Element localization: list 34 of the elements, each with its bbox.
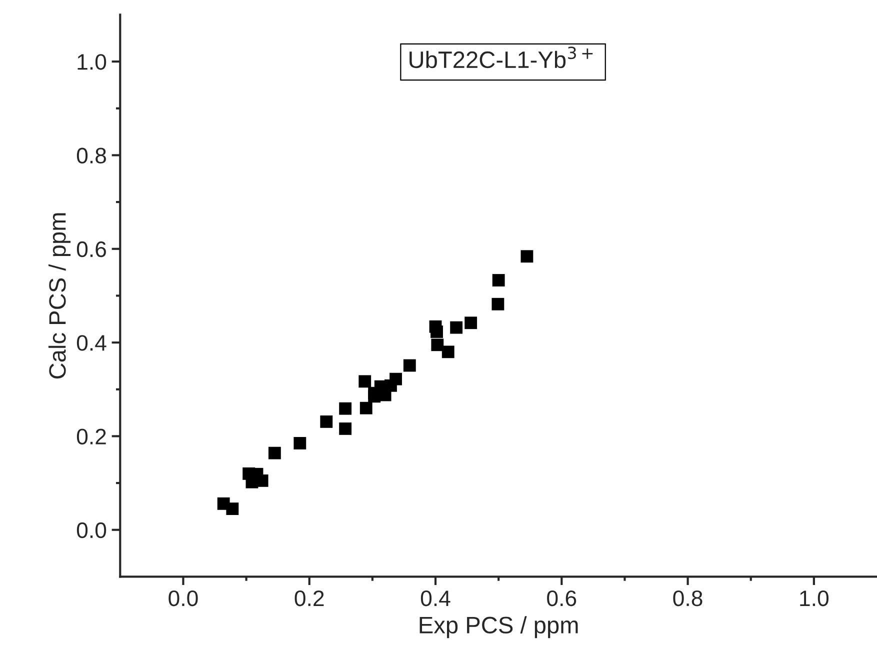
point (358, 375, 372, 388)
point (492, 274, 505, 286)
x-tick-label: 0.4 (420, 590, 450, 606)
x-axis-title: Exp PCS / ppm (420, 616, 578, 638)
y-tick-label: 0.2 (76, 428, 106, 444)
x-tick-label: 0.0 (168, 590, 198, 606)
x-tick-label: 1.0 (800, 590, 829, 606)
point (520, 250, 534, 263)
x-tick-label: 0.6 (547, 590, 576, 606)
point (268, 446, 281, 460)
point (464, 316, 478, 330)
point (360, 402, 372, 414)
point (442, 346, 454, 358)
point (403, 359, 416, 372)
point (320, 415, 333, 428)
x-tick-label: 0.8 (673, 590, 702, 606)
point (450, 321, 463, 334)
point (368, 390, 381, 403)
point (226, 502, 239, 515)
x-tick-label: 0.2 (294, 590, 324, 606)
point (339, 422, 352, 435)
point (339, 402, 352, 415)
point (294, 437, 306, 450)
y-tick-label: 0.8 (76, 148, 106, 164)
y-tick-label: 1.0 (78, 54, 106, 70)
annotation: UbT22C-L1-Yb$^{3+}$ (410, 46, 593, 68)
y-tick-label: 0.6 (76, 241, 106, 258)
point (431, 338, 444, 352)
point (492, 298, 504, 310)
y-axis-title: Calc PCS / ppm (48, 213, 71, 378)
point (430, 326, 443, 338)
point (390, 372, 402, 386)
y-tick-label: 0.0 (76, 522, 106, 538)
y-tick-label: 0.4 (76, 335, 106, 351)
